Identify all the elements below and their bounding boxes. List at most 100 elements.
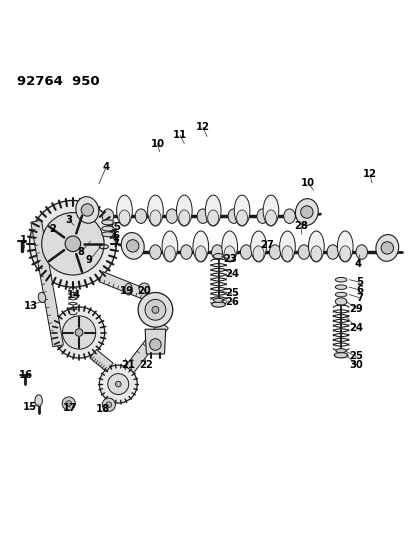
Ellipse shape [213,254,223,259]
Text: 12: 12 [362,169,376,180]
Text: 10: 10 [300,177,314,188]
Text: 25: 25 [349,351,363,361]
Text: 11: 11 [173,130,187,140]
Ellipse shape [297,245,309,259]
Text: 27: 27 [259,240,273,250]
Circle shape [29,200,116,287]
Ellipse shape [339,246,350,261]
Ellipse shape [180,245,192,259]
Ellipse shape [135,209,146,223]
Ellipse shape [234,195,249,226]
Ellipse shape [176,195,192,226]
Polygon shape [145,329,165,354]
Ellipse shape [263,195,278,226]
Ellipse shape [166,209,177,223]
Circle shape [126,240,139,252]
Ellipse shape [236,210,247,225]
Circle shape [99,365,137,403]
Circle shape [75,329,83,336]
Circle shape [380,242,392,254]
Text: 24: 24 [224,269,238,279]
Ellipse shape [125,284,132,295]
Text: 13: 13 [24,301,37,311]
Text: 15: 15 [22,402,37,412]
Ellipse shape [335,298,346,305]
Ellipse shape [164,246,175,261]
Ellipse shape [279,231,294,262]
Circle shape [145,300,166,320]
Ellipse shape [335,292,346,297]
Circle shape [300,206,312,218]
Ellipse shape [102,226,114,231]
Ellipse shape [283,209,294,223]
Ellipse shape [355,245,367,259]
Ellipse shape [281,246,292,261]
Ellipse shape [333,352,347,358]
Circle shape [102,398,115,411]
Polygon shape [90,350,113,372]
Ellipse shape [256,209,268,223]
Text: 12: 12 [195,122,209,132]
Circle shape [42,213,104,275]
Text: 23: 23 [222,254,236,264]
Ellipse shape [149,245,161,259]
Ellipse shape [335,285,346,289]
Text: 29: 29 [349,304,362,313]
Text: 24: 24 [349,322,363,333]
Text: 9: 9 [86,255,93,265]
Ellipse shape [35,395,42,406]
Ellipse shape [150,210,161,225]
Text: 4: 4 [353,260,360,270]
Ellipse shape [38,292,45,303]
Ellipse shape [265,210,276,225]
Ellipse shape [337,231,352,262]
Ellipse shape [335,349,345,353]
Ellipse shape [211,302,225,307]
Text: 26: 26 [224,296,238,306]
Circle shape [65,236,81,252]
Ellipse shape [116,195,132,226]
Text: 7: 7 [112,239,119,249]
Ellipse shape [195,246,206,261]
Text: 6: 6 [112,231,119,240]
Ellipse shape [192,231,208,262]
Text: 17: 17 [63,402,77,413]
Ellipse shape [268,245,280,259]
Ellipse shape [335,278,346,282]
Ellipse shape [119,210,130,225]
Circle shape [108,374,128,394]
Text: 5: 5 [355,277,362,287]
Polygon shape [125,321,168,373]
Ellipse shape [102,209,114,223]
Circle shape [152,306,159,313]
Circle shape [81,204,93,216]
Ellipse shape [205,195,221,226]
Ellipse shape [252,246,263,261]
Ellipse shape [310,246,321,261]
Ellipse shape [240,245,252,259]
Circle shape [138,293,172,327]
Ellipse shape [76,197,99,223]
Text: 92764  950: 92764 950 [17,75,100,87]
Ellipse shape [224,246,235,261]
Text: 5: 5 [112,222,119,232]
Ellipse shape [375,235,398,261]
Text: 3: 3 [65,215,72,225]
Ellipse shape [207,210,218,225]
Text: 21: 21 [121,360,135,370]
Circle shape [66,401,71,406]
Circle shape [139,283,149,294]
Text: 22: 22 [139,360,152,370]
Text: 30: 30 [349,360,362,370]
Text: 4: 4 [102,163,109,173]
Ellipse shape [211,245,223,259]
Text: 18: 18 [96,404,110,414]
Ellipse shape [308,231,323,262]
Ellipse shape [197,209,208,223]
Ellipse shape [147,195,163,226]
Polygon shape [31,220,63,347]
Text: 10: 10 [150,139,164,149]
Circle shape [115,381,121,387]
Text: 6: 6 [355,285,362,295]
Text: 7: 7 [355,293,362,303]
